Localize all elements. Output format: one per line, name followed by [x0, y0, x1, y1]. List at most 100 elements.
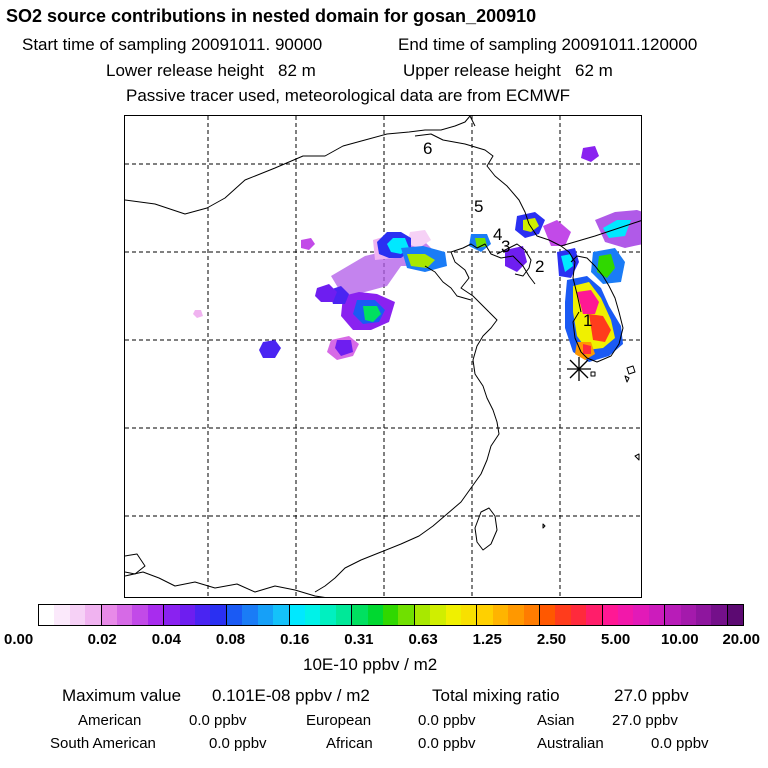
color-scale-segment — [477, 605, 493, 625]
color-scale-tick-label: 0.31 — [344, 631, 374, 648]
southwest-border — [125, 571, 326, 597]
color-scale-segment — [648, 605, 666, 625]
maximum-value-label: Maximum value — [62, 686, 182, 705]
color-scale-segment — [445, 605, 461, 625]
color-scale-tick-label: 0.63 — [408, 631, 438, 648]
color-scale-segment — [367, 605, 383, 625]
shandong-coast — [424, 265, 472, 301]
source-label-5: 5 — [474, 197, 483, 216]
color-scale-segment — [179, 605, 196, 625]
island-dot-3 — [542, 523, 546, 529]
color-scale-segment — [618, 605, 634, 625]
color-scale-segment — [101, 605, 118, 625]
plume-korea-west-core — [561, 254, 573, 272]
southwest-border-2 — [125, 553, 146, 575]
start-time: Start time of sampling 20091011. 90000 — [22, 35, 323, 54]
color-scale-tick-label: 0.04 — [151, 631, 181, 648]
region-south-american-label: South American — [50, 735, 156, 752]
total-mixing-ratio-value: 27.0 ppbv — [614, 686, 689, 705]
receptor-stroke-4 — [569, 359, 589, 379]
mongolia-border — [125, 116, 471, 215]
source-label-4: 4 — [493, 225, 502, 244]
source-label-1: 1 — [583, 311, 592, 330]
color-scale-segment — [117, 605, 133, 625]
color-scale-segment — [273, 605, 290, 625]
island-dot-1 — [624, 375, 630, 383]
color-scale-segment — [711, 605, 728, 625]
korea-border-west — [560, 245, 582, 313]
color-scale-segment — [69, 605, 86, 625]
region-european-value: 0.0 ppbv — [418, 712, 476, 729]
coastlines — [125, 116, 641, 597]
region-south-american-value: 0.0 ppbv — [209, 735, 267, 752]
lat-lon-grid — [125, 116, 641, 597]
color-scale-tick-label: 0.00 — [4, 631, 34, 648]
color-scale-segment — [147, 605, 165, 625]
source-label-6: 6 — [423, 139, 432, 158]
color-scale-segment — [304, 605, 321, 625]
upper-release-height: Upper release height 62 m — [403, 61, 613, 80]
manchuria-border — [414, 133, 562, 247]
color-scale-bar — [38, 604, 744, 626]
color-scale-segment — [39, 605, 55, 625]
color-scale-segment — [164, 605, 180, 625]
liaodong-peninsula — [496, 243, 532, 277]
plume-west-dot — [193, 310, 203, 318]
bohai-coast-north — [450, 243, 536, 285]
end-time: End time of sampling 20091011.120000 — [398, 35, 698, 54]
region-european-label: European — [306, 712, 372, 729]
color-scale-segment — [460, 605, 478, 625]
jeju-island — [590, 371, 596, 377]
maximum-value: 0.101E-08 ppbv / m2 — [212, 686, 370, 705]
color-scale-tick-label: 20.00 — [722, 631, 760, 648]
color-scale-segment — [508, 605, 524, 625]
color-scale-segment — [570, 605, 587, 625]
color-scale-segment — [352, 605, 368, 625]
plume-northeast-dot — [581, 146, 599, 162]
region-asian-label: Asian — [537, 712, 575, 729]
color-scale-tick-label: 0.08 — [215, 631, 246, 648]
color-scale-segment — [414, 605, 431, 625]
color-scale-segment — [696, 605, 712, 625]
color-scale-segment — [633, 605, 649, 625]
plume-liaoning — [543, 220, 571, 246]
color-scale-segment — [665, 605, 681, 625]
color-scale-segment — [586, 605, 603, 625]
map-panel: 1 2 3 4 5 6 — [124, 115, 642, 598]
color-scale-segment — [257, 605, 274, 625]
color-scale-segment — [430, 605, 446, 625]
total-mixing-ratio-label: Total mixing ratio — [432, 686, 560, 705]
source-label-3: 3 — [501, 237, 510, 256]
color-scale-segment — [85, 605, 102, 625]
color-scale-tick-label: 0.02 — [87, 631, 117, 648]
plume-korea-hotspot-south — [589, 314, 611, 342]
plume-korea-hotspot-north — [577, 290, 599, 314]
color-scale-segment — [492, 605, 509, 625]
color-scale-segment — [382, 605, 399, 625]
color-scale-segment — [320, 605, 336, 625]
color-scale-tick-label: 0.16 — [280, 631, 310, 648]
region-african-label: African — [326, 735, 373, 752]
receptor-marker — [567, 357, 591, 381]
korea-coastline — [570, 255, 624, 363]
region-australian-value: 0.0 ppbv — [651, 735, 709, 752]
color-scale-segment — [555, 605, 571, 625]
source-label-2: 2 — [535, 257, 544, 276]
concentration-plumes — [193, 146, 641, 362]
color-scale-unit: 10E-10 ppbv / m2 — [303, 655, 438, 674]
color-scale-segment — [195, 605, 211, 625]
region-american-value: 0.0 ppbv — [189, 712, 247, 729]
plot-title: SO2 source contributions in nested domai… — [6, 6, 537, 26]
region-asian-value: 27.0 ppbv — [612, 712, 678, 729]
color-scale-segment — [132, 605, 148, 625]
tsushima-island — [626, 365, 636, 375]
plume-huai-core — [335, 340, 353, 356]
tracer-note: Passive tracer used, meteorological data… — [126, 86, 571, 105]
color-scale-segment — [680, 605, 697, 625]
color-scale-segment — [523, 605, 540, 625]
region-african-value: 0.0 ppbv — [418, 735, 476, 752]
lower-release-height: Lower release height 82 m — [106, 61, 316, 80]
color-scale-segment — [289, 605, 305, 625]
color-scale-segment — [602, 605, 619, 625]
color-scale-segment — [727, 605, 744, 625]
